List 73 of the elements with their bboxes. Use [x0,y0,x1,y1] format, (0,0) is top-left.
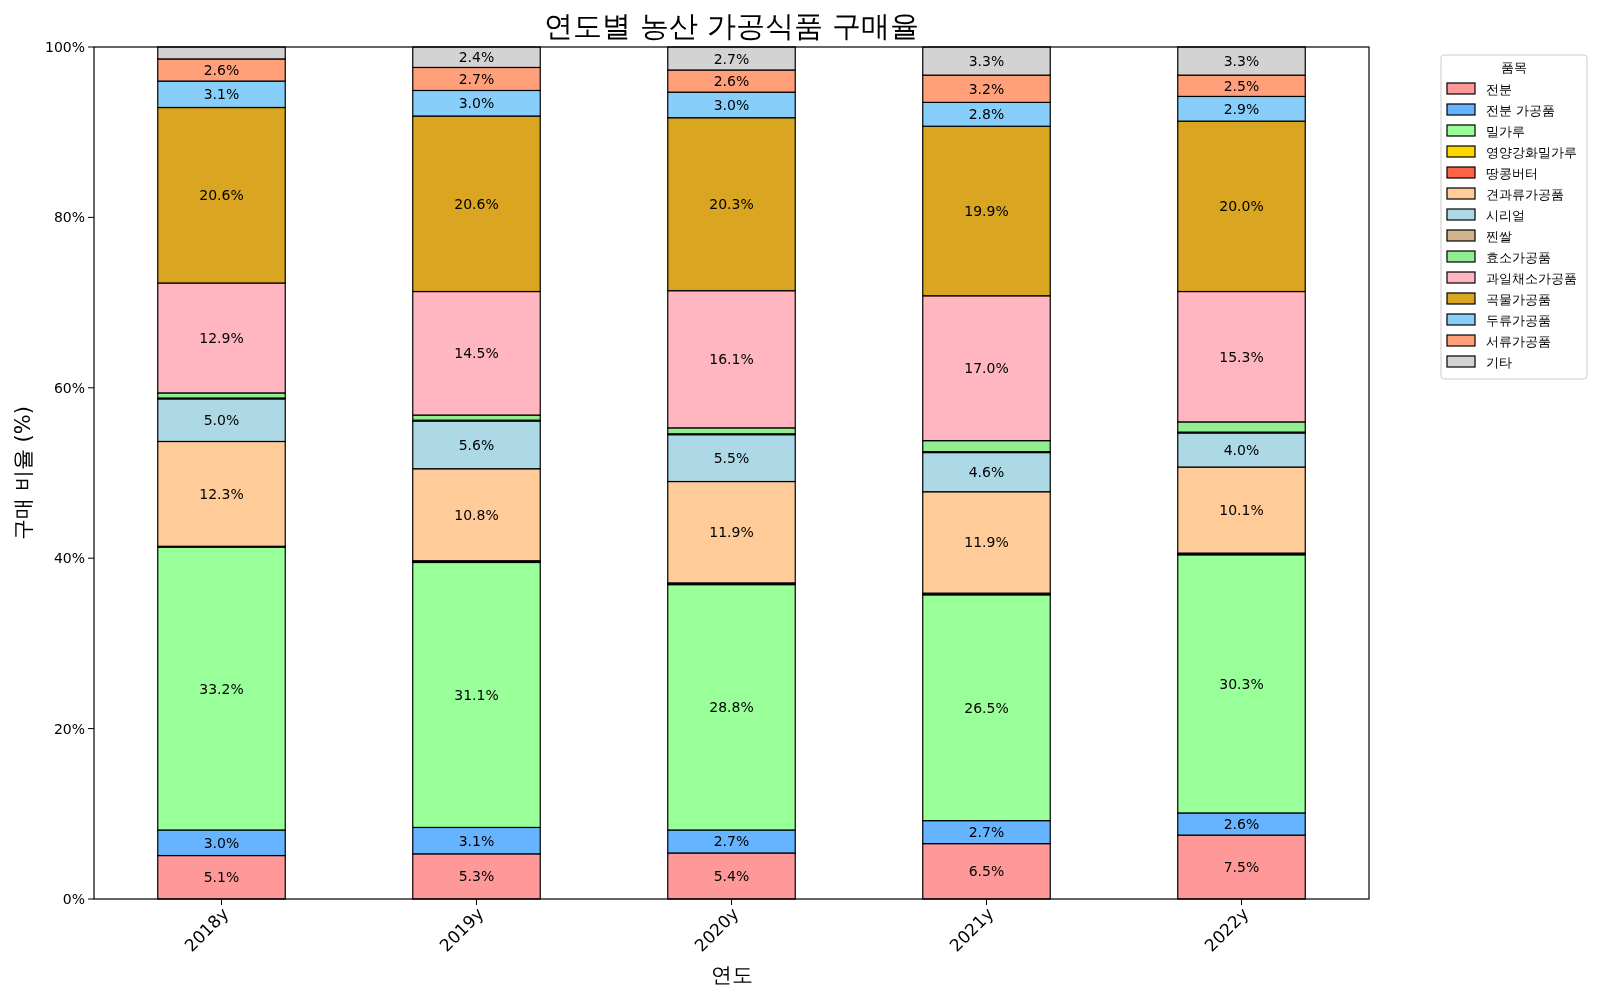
data-label: 2.4% [458,49,495,66]
x-axis-title: 연도 [710,963,753,987]
legend-label: 땅콩버터 [1486,166,1538,181]
data-label: 2.7% [458,70,495,87]
data-label: 2.5% [1223,77,1260,94]
data-label: 10.8% [454,506,499,523]
legend-label: 과일채소가공품 [1486,271,1577,286]
data-label: 4.6% [968,464,1005,481]
data-label: 3.1% [458,832,495,849]
y-tick-label: 40% [53,550,85,567]
y-tick-label: 20% [53,720,85,737]
data-label: 10.1% [1219,502,1264,519]
data-label: 26.5% [964,699,1009,716]
data-label: 5.6% [458,436,495,453]
data-label: 4.0% [1223,442,1260,458]
data-label: 5.4% [713,868,750,884]
data-label: 28.8% [709,699,754,716]
data-label: 7.5% [1223,859,1260,876]
data-label: 31.1% [454,686,499,703]
data-label: 3.0% [713,96,750,113]
legend-label: 전분 가공품 [1486,103,1556,118]
data-label: 2.6% [1223,816,1260,833]
data-label: 2.8% [968,106,1005,123]
data-label: 14.5% [454,345,499,362]
data-label: 2.7% [713,833,750,850]
data-label: 11.9% [709,524,754,541]
data-label: 12.9% [199,329,244,346]
data-label: 17.0% [964,360,1009,377]
legend-label: 밀가루 [1486,124,1525,139]
data-label: 6.5% [968,863,1005,880]
data-label: 3.2% [968,80,1005,97]
data-label: 3.0% [458,95,495,112]
data-label: 19.9% [964,203,1009,220]
legend-label: 영양강화밀가루 [1486,145,1577,160]
chart-title: 연도별 농산 가공식품 구매율 [543,9,920,43]
legend-label: 시리얼 [1486,208,1525,223]
legend-label: 두류가공품 [1486,313,1551,328]
data-label: 5.3% [458,868,495,885]
data-label: 20.6% [199,187,244,204]
legend-label: 찐쌀 [1486,229,1512,244]
data-label: 30.3% [1219,675,1264,692]
data-label: 5.0% [203,412,240,429]
y-tick-label: 100% [44,39,85,55]
legend-label: 곡물가공품 [1486,292,1551,307]
data-label: 20.6% [454,195,499,212]
data-label: 15.3% [1219,348,1264,365]
legend-label: 효소가공품 [1486,250,1551,265]
data-label: 2.7% [968,824,1005,841]
legend-label: 전분 [1486,82,1512,97]
data-label: 5.1% [203,869,240,886]
data-label: 11.9% [964,534,1009,551]
y-axis-title: 구매 비율 (%) [11,406,35,540]
data-label: 2.9% [1223,100,1260,117]
data-label: 20.0% [1219,198,1264,215]
data-label: 3.1% [203,86,240,103]
legend-label: 서류가공품 [1486,334,1551,349]
data-label: 2.7% [713,50,750,67]
y-tick-label: 80% [53,209,85,226]
data-label: 5.5% [713,450,750,467]
legend-label: 기타 [1486,355,1512,370]
data-label: 3.0% [203,834,240,851]
data-label: 3.3% [968,53,1005,70]
y-tick-label: 0% [62,891,85,907]
data-label: 2.6% [203,62,240,78]
legend-label: 견과류가공품 [1486,187,1564,202]
data-label: 12.3% [199,485,244,502]
data-label: 20.3% [709,196,754,213]
data-label: 33.2% [199,680,244,697]
data-label: 2.6% [713,73,750,90]
legend-title: 품목 [1501,60,1527,75]
data-label: 3.3% [1223,53,1260,70]
data-label: 16.1% [709,351,754,368]
y-tick-label: 60% [53,379,85,396]
